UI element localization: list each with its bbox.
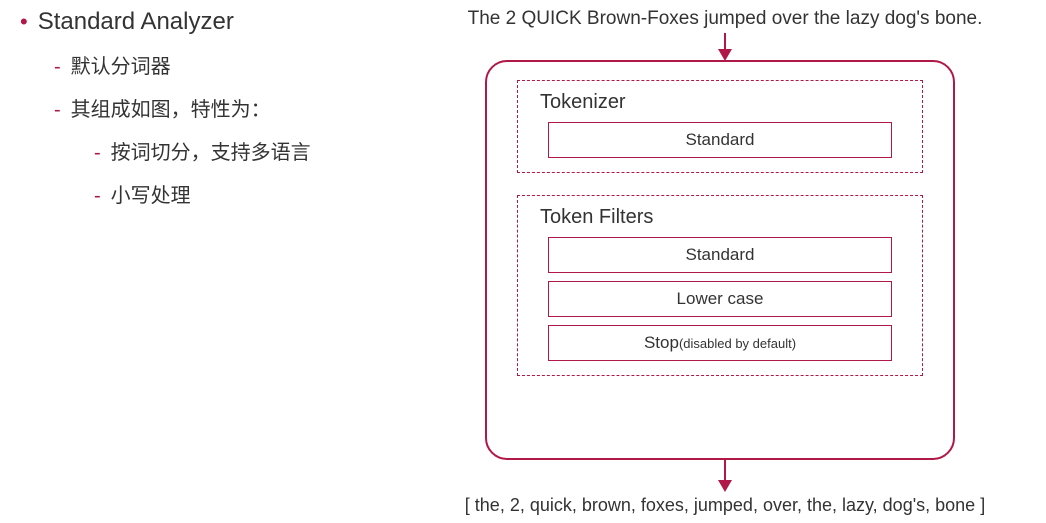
filter-item-label: Lower case (677, 289, 764, 309)
filter-item-lowercase: Lower case (548, 281, 892, 317)
filter-item-note: (disabled by default) (679, 336, 796, 351)
diagram-output-text: [ the, 2, quick, brown, foxes, jumped, o… (410, 495, 1040, 516)
tokenizer-item-standard: Standard (548, 122, 892, 158)
title-row: • Standard Analyzer (20, 8, 420, 36)
bullet-dot-icon: • (20, 11, 28, 33)
filter-item-label: Standard (686, 245, 755, 265)
left-text-column: • Standard Analyzer - 默认分词器 - 其组成如图，特性为：… (20, 8, 420, 222)
sub1-row: - 默认分词器 (54, 50, 420, 79)
filter-item-label: Stop (644, 333, 679, 353)
filters-group: Token Filters Standard Lower case Stop(d… (517, 195, 923, 376)
tokenizer-title: Tokenizer (540, 91, 906, 114)
dash-icon: - (94, 185, 101, 208)
filter-item-stop: Stop(disabled by default) (548, 325, 892, 361)
filters-title: Token Filters (540, 206, 906, 229)
dash-icon: - (54, 56, 61, 79)
sub2a-row: - 按词切分，支持多语言 (94, 136, 420, 165)
dash-icon: - (94, 142, 101, 165)
sub2-row: - 其组成如图，特性为： (54, 93, 420, 122)
diagram-input-text: The 2 QUICK Brown-Foxes jumped over the … (410, 8, 1040, 30)
tokenizer-item-label: Standard (686, 130, 755, 150)
arrow-down-icon (718, 480, 732, 492)
filter-item-standard: Standard (548, 237, 892, 273)
arrow-line-top (724, 33, 726, 49)
dash-icon: - (54, 99, 61, 122)
sub2a-text: 按词切分，支持多语言 (111, 136, 311, 165)
diagram-region: The 2 QUICK Brown-Foxes jumped over the … (410, 0, 1040, 523)
sub2-text: 其组成如图，特性为： (71, 93, 271, 122)
sub2b-row: - 小写处理 (94, 179, 420, 208)
sub1-text: 默认分词器 (71, 50, 171, 79)
tokenizer-group: Tokenizer Standard (517, 80, 923, 173)
sub2b-text: 小写处理 (111, 179, 191, 208)
arrow-line-bottom (724, 460, 726, 480)
title-text: Standard Analyzer (38, 8, 234, 36)
analyzer-box: Tokenizer Standard Token Filters Standar… (485, 60, 955, 460)
